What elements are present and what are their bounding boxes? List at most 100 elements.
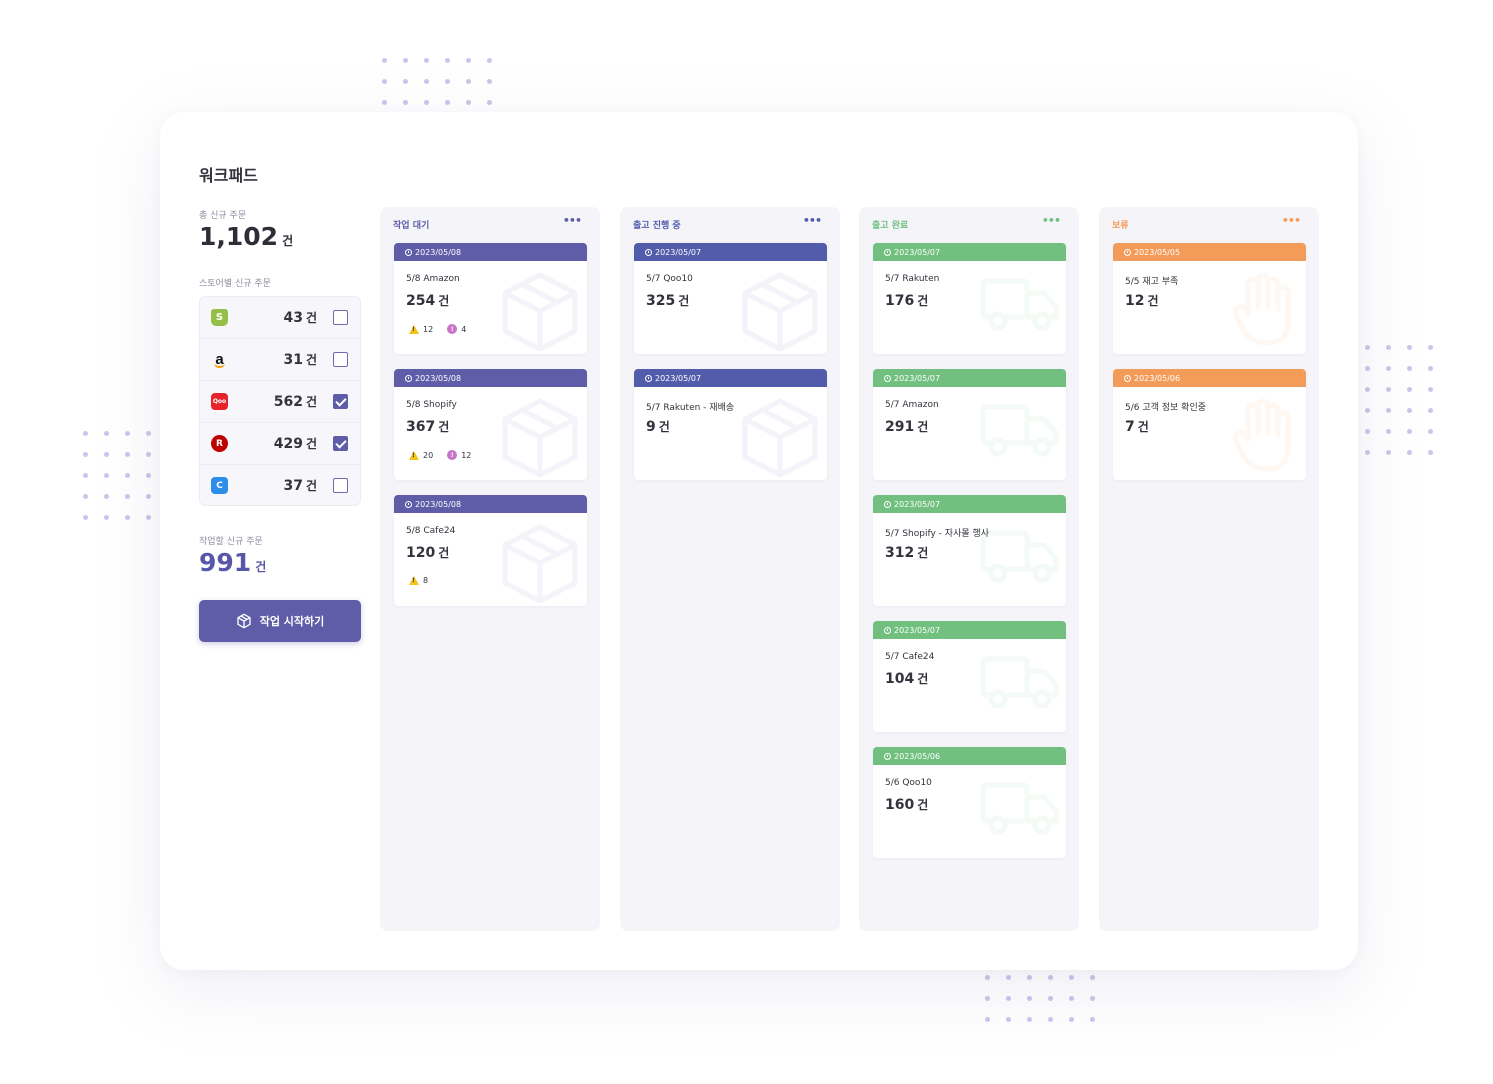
- store-checkbox-cafe24[interactable]: [333, 478, 348, 493]
- order-card[interactable]: 2023/05/06 5/6 Qoo10 160 건: [873, 747, 1066, 858]
- order-card[interactable]: 2023/05/07 5/7 Shopify - 자사몰 행사 312 건: [873, 495, 1066, 606]
- decorative-dot: [146, 431, 151, 436]
- alert-icon: !: [447, 450, 458, 460]
- decorative-dot: [1386, 450, 1391, 455]
- clock-icon: [884, 626, 891, 634]
- decorative-dot: [382, 100, 387, 105]
- store-count: 37 건: [283, 477, 317, 494]
- decorative-dot: [382, 58, 387, 63]
- decorative-dot: [146, 473, 151, 478]
- decorative-dot: [1407, 387, 1412, 392]
- more-menu-icon[interactable]: •••: [1281, 214, 1301, 227]
- box-icon: [499, 523, 581, 606]
- store-checkbox-amazon[interactable]: [333, 352, 348, 367]
- column-title: 보류: [1112, 221, 1129, 231]
- card-count-unit: 건: [438, 294, 450, 308]
- store-count-number: 31: [283, 352, 303, 368]
- order-card[interactable]: 2023/05/05 5/5 재고 부족 12 건: [1113, 243, 1306, 354]
- truck-icon: [980, 649, 1060, 717]
- decorative-dot: [1027, 1017, 1032, 1022]
- decorative-dot: [83, 473, 88, 478]
- card-date-header: 2023/05/08: [394, 369, 587, 387]
- card-date-header: 2023/05/07: [873, 369, 1066, 387]
- order-card[interactable]: 2023/05/07 5/7 Amazon 291 건: [873, 369, 1066, 480]
- decorative-dot: [1386, 429, 1391, 434]
- card-badges: 8: [409, 576, 428, 585]
- card-store-name: 5/8 Shopify: [406, 400, 457, 410]
- decorative-dot: [1407, 408, 1412, 413]
- order-card[interactable]: 2023/05/07 5/7 Cafe24 104 건: [873, 621, 1066, 732]
- start-work-button[interactable]: 작업 시작하기: [199, 600, 361, 642]
- order-card[interactable]: 2023/05/07 5/7 Rakuten 176 건: [873, 243, 1066, 354]
- store-count: 43 건: [283, 309, 317, 326]
- card-order-count: 176 건: [885, 292, 928, 309]
- store-row-shopify[interactable]: S 43 건: [200, 297, 360, 339]
- rakuten-icon: R: [211, 435, 228, 452]
- kanban-column: 출고 진행 중 ••• 2023/05/07 5/7 Qoo10 325 건 202…: [620, 207, 840, 931]
- total-orders-value: 1,102 건: [199, 222, 293, 251]
- store-row-qoo10[interactable]: Qoo 562 건: [200, 381, 360, 423]
- column-title: 출고 진행 중: [633, 221, 681, 231]
- card-store-name: 5/6 고객 정보 확인중: [1125, 403, 1207, 413]
- card-date: 2023/05/07: [894, 247, 941, 257]
- decorative-dot: [1428, 387, 1433, 392]
- card-date: 2023/05/07: [894, 373, 941, 383]
- card-order-count: 104 건: [885, 670, 928, 687]
- card-date-header: 2023/05/07: [873, 243, 1066, 261]
- decorative-dot: [1090, 975, 1095, 980]
- store-count-unit: 건: [305, 437, 317, 451]
- more-menu-icon[interactable]: •••: [562, 214, 582, 227]
- store-row-amazon[interactable]: a 31 건: [200, 339, 360, 381]
- warning-count: 8: [423, 576, 429, 585]
- order-card[interactable]: 2023/05/07 5/7 Qoo10 325 건: [634, 243, 827, 354]
- store-row-rakuten[interactable]: R 429 건: [200, 423, 360, 465]
- store-row-cafe24[interactable]: C 37 건: [200, 465, 360, 507]
- decorative-dot: [403, 58, 408, 63]
- more-menu-icon[interactable]: •••: [1041, 214, 1061, 227]
- store-list: S 43 건 a 31 건 Qoo 562 건 R 429 건 C 37 건: [199, 296, 361, 506]
- decorative-dot: [125, 515, 130, 520]
- total-orders-label: 총 신규 주문: [199, 211, 247, 221]
- store-count: 429 건: [274, 435, 317, 452]
- card-date: 2023/05/06: [894, 751, 941, 761]
- truck-icon: [980, 271, 1060, 339]
- card-count-unit: 건: [917, 420, 929, 434]
- shopify-icon: S: [211, 309, 228, 326]
- amazon-icon: a: [211, 351, 228, 368]
- store-checkbox-qoo10[interactable]: [333, 394, 348, 409]
- decorative-dot: [83, 452, 88, 457]
- store-checkbox-shopify[interactable]: [333, 310, 348, 325]
- store-count-number: 43: [283, 310, 303, 326]
- decorative-dot: [146, 494, 151, 499]
- card-count-unit: 건: [658, 420, 670, 434]
- clock-icon: [884, 500, 891, 508]
- decorative-dot: [424, 58, 429, 63]
- decorative-dot: [985, 996, 990, 1001]
- warning-icon: [409, 576, 419, 585]
- card-order-count: 291 건: [885, 418, 928, 435]
- card-store-name: 5/5 재고 부족: [1125, 277, 1179, 287]
- warning-badge: 20: [409, 450, 433, 460]
- decorative-dot: [424, 79, 429, 84]
- store-checkbox-rakuten[interactable]: [333, 436, 348, 451]
- card-date: 2023/05/07: [894, 625, 941, 635]
- store-count-unit: 건: [305, 311, 317, 325]
- more-menu-icon[interactable]: •••: [802, 214, 822, 227]
- start-work-label: 작업 시작하기: [259, 615, 325, 628]
- card-store-name: 5/8 Cafe24: [406, 526, 456, 536]
- card-count-unit: 건: [438, 420, 450, 434]
- clock-icon: [405, 374, 412, 382]
- warning-badge: 8: [409, 576, 428, 585]
- card-count-number: 312: [885, 545, 915, 561]
- warning-badge: 12: [409, 324, 433, 334]
- decorative-dot: [445, 100, 450, 105]
- decorative-dot: [487, 79, 492, 84]
- decorative-dot: [83, 515, 88, 520]
- decorative-dot: [1027, 975, 1032, 980]
- decorative-dot: [466, 79, 471, 84]
